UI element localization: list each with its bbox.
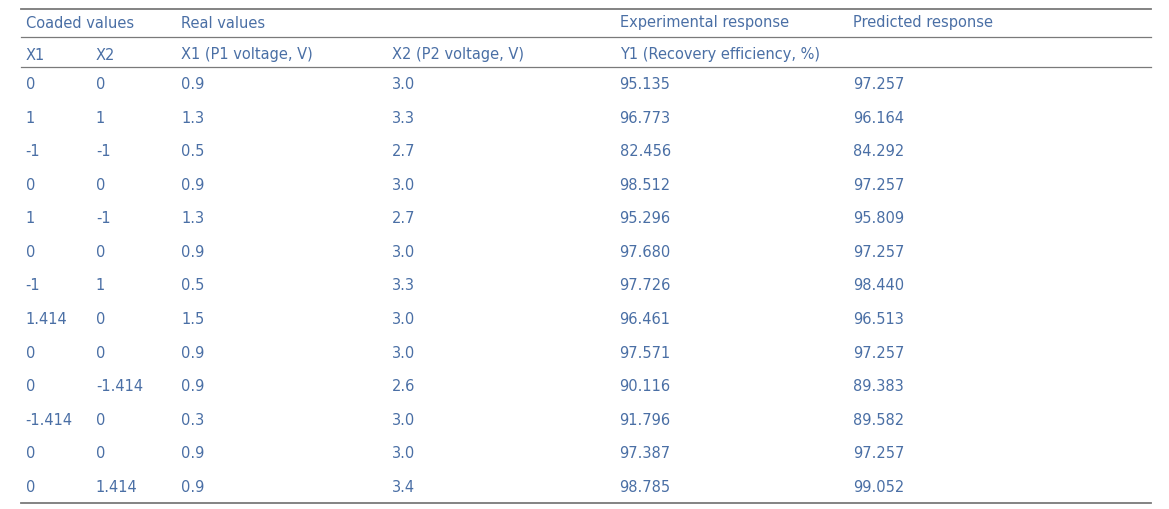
Text: 97.257: 97.257 [853, 178, 905, 192]
Text: 0.9: 0.9 [181, 77, 205, 92]
Text: 3.4: 3.4 [392, 479, 415, 494]
Text: Real values: Real values [181, 15, 265, 31]
Text: 0: 0 [26, 178, 35, 192]
Text: 0: 0 [96, 77, 105, 92]
Text: 0: 0 [96, 445, 105, 460]
Text: 97.257: 97.257 [853, 345, 905, 360]
Text: 89.582: 89.582 [853, 412, 905, 427]
Text: 2.6: 2.6 [392, 378, 415, 393]
Text: Experimental response: Experimental response [620, 15, 789, 31]
Text: 0: 0 [26, 378, 35, 393]
Text: Predicted response: Predicted response [853, 15, 994, 31]
Text: 89.383: 89.383 [853, 378, 904, 393]
Text: 0.5: 0.5 [181, 278, 205, 293]
Text: 97.680: 97.680 [620, 244, 671, 260]
Text: 97.387: 97.387 [620, 445, 671, 460]
Text: 95.135: 95.135 [620, 77, 671, 92]
Text: 0: 0 [96, 345, 105, 360]
Text: X2 (P2 voltage, V): X2 (P2 voltage, V) [392, 47, 524, 63]
Text: 3.0: 3.0 [392, 178, 415, 192]
Text: 96.773: 96.773 [620, 110, 671, 126]
Text: -1: -1 [96, 211, 111, 226]
Text: 82.456: 82.456 [620, 144, 671, 159]
Text: 1: 1 [26, 211, 35, 226]
Text: 1.5: 1.5 [181, 312, 205, 326]
Text: 98.440: 98.440 [853, 278, 905, 293]
Text: 96.461: 96.461 [620, 312, 671, 326]
Text: 0: 0 [26, 345, 35, 360]
Text: 0.9: 0.9 [181, 244, 205, 260]
Text: 0: 0 [96, 178, 105, 192]
Text: 1: 1 [26, 110, 35, 126]
Text: 99.052: 99.052 [853, 479, 905, 494]
Text: X1 (P1 voltage, V): X1 (P1 voltage, V) [181, 47, 313, 63]
Text: 3.3: 3.3 [392, 110, 415, 126]
Text: -1: -1 [26, 278, 41, 293]
Text: Coaded values: Coaded values [26, 15, 133, 31]
Text: 97.726: 97.726 [620, 278, 671, 293]
Text: 0: 0 [26, 244, 35, 260]
Text: 3.0: 3.0 [392, 77, 415, 92]
Text: 0: 0 [26, 445, 35, 460]
Text: 0.9: 0.9 [181, 479, 205, 494]
Text: 98.512: 98.512 [620, 178, 671, 192]
Text: X1: X1 [26, 47, 44, 63]
Text: 0.5: 0.5 [181, 144, 205, 159]
Text: 97.257: 97.257 [853, 244, 905, 260]
Text: Y1 (Recovery efficiency, %): Y1 (Recovery efficiency, %) [620, 47, 819, 63]
Text: X2: X2 [96, 47, 116, 63]
Text: 97.257: 97.257 [853, 77, 905, 92]
Text: 0.9: 0.9 [181, 178, 205, 192]
Text: 0: 0 [26, 479, 35, 494]
Text: 0: 0 [96, 412, 105, 427]
Text: 0.9: 0.9 [181, 378, 205, 393]
Text: 3.0: 3.0 [392, 412, 415, 427]
Text: 97.257: 97.257 [853, 445, 905, 460]
Text: 97.571: 97.571 [620, 345, 671, 360]
Text: 0.3: 0.3 [181, 412, 205, 427]
Text: 1: 1 [96, 110, 105, 126]
Text: -1: -1 [26, 144, 41, 159]
Text: 0: 0 [96, 312, 105, 326]
Text: 84.292: 84.292 [853, 144, 905, 159]
Text: 95.809: 95.809 [853, 211, 905, 226]
Text: 0: 0 [96, 244, 105, 260]
Text: 96.513: 96.513 [853, 312, 905, 326]
Text: 3.0: 3.0 [392, 345, 415, 360]
Text: 3.0: 3.0 [392, 445, 415, 460]
Text: 3.0: 3.0 [392, 244, 415, 260]
Text: 98.785: 98.785 [620, 479, 671, 494]
Text: 1.3: 1.3 [181, 211, 205, 226]
Text: 0: 0 [26, 77, 35, 92]
Text: 2.7: 2.7 [392, 144, 415, 159]
Text: 1: 1 [96, 278, 105, 293]
Text: 1.414: 1.414 [26, 312, 68, 326]
Text: 0.9: 0.9 [181, 345, 205, 360]
Text: 90.116: 90.116 [620, 378, 671, 393]
Text: -1.414: -1.414 [26, 412, 72, 427]
Text: 1.414: 1.414 [96, 479, 138, 494]
Text: -1: -1 [96, 144, 111, 159]
Text: 95.296: 95.296 [620, 211, 671, 226]
Text: 3.0: 3.0 [392, 312, 415, 326]
Text: 2.7: 2.7 [392, 211, 415, 226]
Text: 3.3: 3.3 [392, 278, 415, 293]
Text: -1.414: -1.414 [96, 378, 143, 393]
Text: 1.3: 1.3 [181, 110, 205, 126]
Text: 91.796: 91.796 [620, 412, 671, 427]
Text: 0.9: 0.9 [181, 445, 205, 460]
Text: 96.164: 96.164 [853, 110, 905, 126]
